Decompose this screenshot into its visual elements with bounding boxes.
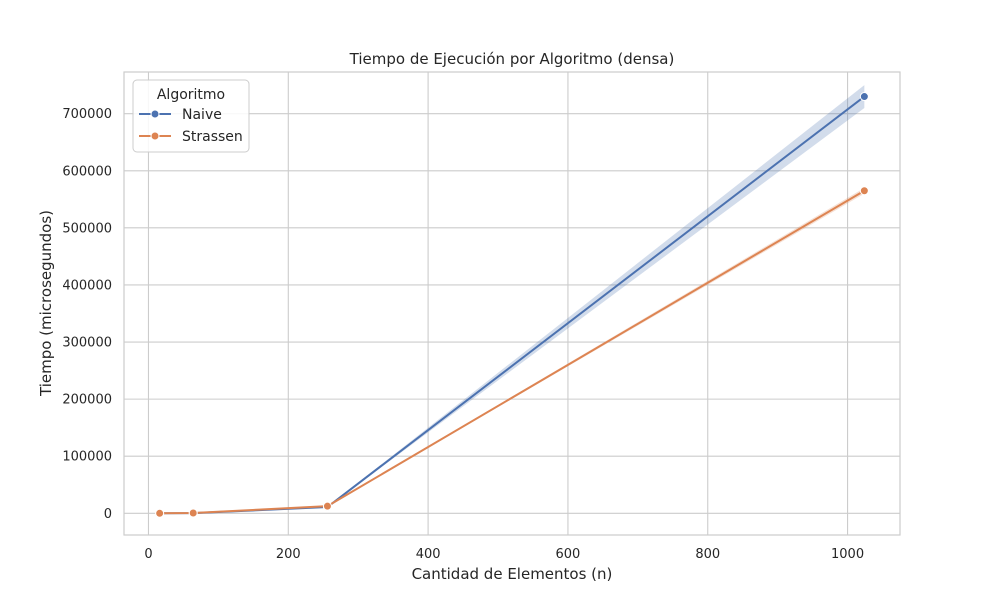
y-tick-labels: 0 100000 200000 300000 400000 500000 600000 700… bbox=[62, 107, 112, 522]
y-tick-label: 100000 bbox=[62, 450, 112, 465]
y-tick-label: 700000 bbox=[62, 107, 112, 122]
legend-swatch-marker bbox=[150, 131, 160, 141]
x-tick-label: 800 bbox=[695, 547, 720, 562]
y-tick-label: 0 bbox=[104, 507, 112, 522]
data-point-strassen bbox=[155, 508, 165, 518]
y-axis-label: Tiempo (microsegundos) bbox=[37, 210, 55, 397]
legend-label: Strassen bbox=[182, 129, 243, 145]
legend-box bbox=[132, 79, 250, 153]
y-tick-label: 400000 bbox=[62, 278, 112, 293]
x-tick-label: 600 bbox=[556, 547, 581, 562]
x-axis-label: Cantidad de Elementos (n) bbox=[412, 565, 613, 583]
chart-title: Tiempo de Ejecución por Algoritmo (densa… bbox=[349, 50, 675, 68]
series-lines bbox=[159, 95, 865, 515]
grid bbox=[124, 72, 900, 535]
legend-entry-naive: Naive bbox=[139, 107, 222, 123]
legend-entries: Naive Strassen bbox=[139, 107, 243, 145]
y-tick-label: 300000 bbox=[62, 336, 112, 351]
series-line-strassen bbox=[159, 189, 865, 515]
y-tick-label: 200000 bbox=[62, 393, 112, 408]
x-tick-label: 0 bbox=[144, 547, 152, 562]
legend: Algoritmo Naive Strassen bbox=[132, 79, 250, 153]
legend-swatch-marker bbox=[150, 109, 160, 119]
x-tick-label: 200 bbox=[276, 547, 301, 562]
data-point-strassen bbox=[859, 186, 869, 196]
y-tick-label: 500000 bbox=[62, 221, 112, 236]
data-point-strassen bbox=[322, 501, 332, 511]
plot-area bbox=[124, 72, 900, 535]
data-point-strassen bbox=[188, 508, 198, 518]
legend-title: Algoritmo bbox=[157, 87, 225, 103]
legend-label: Naive bbox=[182, 107, 222, 123]
x-tick-labels: 0 200 400 600 800 1000 bbox=[144, 547, 864, 562]
data-point-naive bbox=[859, 92, 869, 102]
series-points bbox=[155, 92, 869, 518]
x-tick-label: 400 bbox=[416, 547, 441, 562]
legend-entry-strassen: Strassen bbox=[139, 129, 243, 145]
y-tick-label: 600000 bbox=[62, 164, 112, 179]
x-tick-label: 1000 bbox=[831, 547, 864, 562]
plot-frame bbox=[123, 71, 901, 536]
